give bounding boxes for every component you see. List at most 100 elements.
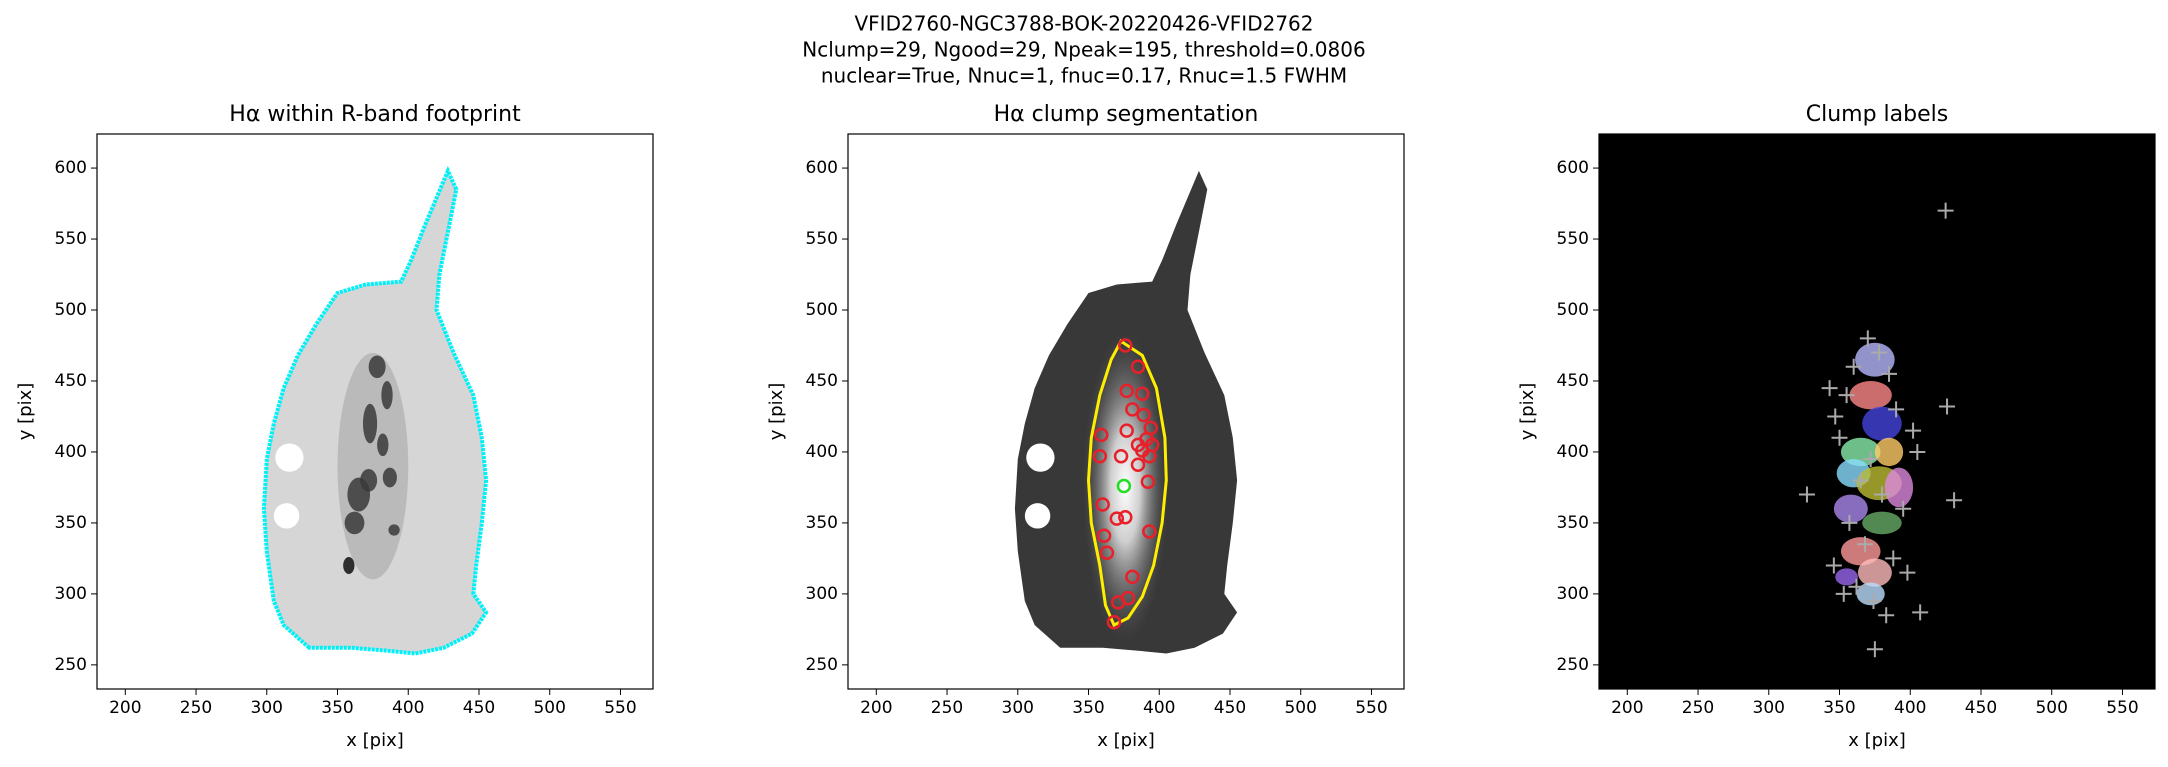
clump-marker — [1130, 359, 1146, 375]
x-tick-label: 350 — [1072, 698, 1104, 718]
clump-marker — [1093, 427, 1109, 443]
x-tick-label: 250 — [180, 698, 212, 718]
peak-marker — [1831, 429, 1848, 446]
clump-marker — [1136, 407, 1151, 423]
clump-marker — [1142, 524, 1157, 539]
y-tick-label: 250 — [806, 655, 838, 675]
peak-marker — [1845, 358, 1862, 375]
peak-marker — [1912, 604, 1929, 621]
peak-marker — [1905, 422, 1922, 439]
clump-marker — [1118, 338, 1133, 353]
x-axis-label: x [pix] — [1097, 730, 1155, 751]
image — [1599, 134, 2155, 689]
peak-marker — [1899, 564, 1916, 581]
emission — [362, 403, 378, 444]
clump-marker — [1140, 474, 1156, 490]
label-region — [1833, 494, 1868, 523]
label-region — [1857, 558, 1892, 587]
label-region — [1862, 511, 1902, 535]
y-tick-label: 250 — [1557, 655, 1589, 675]
y-tick-label: 550 — [55, 229, 87, 249]
y-tick-label: 550 — [806, 229, 838, 249]
x-tick-label: 450 — [1214, 698, 1246, 718]
y-axis-label: y [pix] — [1517, 383, 1538, 441]
mask-hole — [273, 503, 300, 529]
peak-marker — [1865, 592, 1882, 609]
peak-marker — [1848, 578, 1865, 595]
clump-marker — [1092, 448, 1108, 464]
clump-marker — [1099, 545, 1115, 560]
axes-frame — [847, 133, 1405, 690]
x-tick-label: 300 — [251, 698, 283, 718]
x-tick-label: 400 — [1143, 698, 1175, 718]
peak-marker — [1871, 344, 1888, 361]
y-tick-label: 450 — [1557, 371, 1589, 391]
y-tick-label: 350 — [55, 513, 87, 533]
emission — [337, 352, 409, 580]
mask-hole — [1026, 443, 1055, 472]
y-axis-label: y [pix] — [15, 383, 36, 441]
emission — [377, 433, 389, 457]
emission — [381, 381, 393, 410]
glow — [1082, 331, 1168, 644]
image — [848, 134, 1404, 689]
panel: 200 250 300 350 400 450 500 550 250 300 350 400 450 5… — [766, 102, 1405, 751]
x-tick-label: 450 — [1965, 698, 1997, 718]
x-tick-label: 400 — [392, 698, 424, 718]
emission — [368, 355, 386, 379]
x-tick-label: 350 — [321, 698, 353, 718]
panel: 200 250 300 350 400 450 500 550 250 300 350 400 450 5… — [1517, 102, 2156, 751]
clump-marker — [1142, 448, 1157, 464]
peak-marker — [1885, 550, 1902, 567]
x-axis-label: x [pix] — [346, 730, 404, 751]
panel: 200 250 300 350 400 450 500 550 250 300 350 400 450 5… — [15, 102, 654, 751]
y-tick-label: 450 — [806, 371, 838, 391]
suptitle: Nclump=29, Ngood=29, Npeak=195, threshol… — [802, 38, 1365, 62]
y-tick-label: 300 — [806, 584, 838, 604]
peak-marker — [1881, 365, 1898, 382]
suptitle: nuclear=True, Nnuc=1, fnuc=0.17, Rnuc=1.… — [821, 64, 1347, 88]
peak-marker — [1821, 380, 1838, 397]
y-tick-label: 350 — [806, 513, 838, 533]
clump-marker — [1135, 386, 1150, 402]
label-region — [1862, 406, 1902, 441]
peak-marker — [1856, 536, 1873, 553]
y-tick-label: 400 — [806, 442, 838, 462]
x-tick-label: 550 — [604, 698, 636, 718]
x-tick-label: 550 — [1355, 698, 1387, 718]
emission — [388, 524, 400, 536]
mask-hole — [275, 443, 304, 472]
y-tick-label: 600 — [1557, 158, 1589, 178]
panel-title: Hα clump segmentation — [994, 102, 1259, 127]
peak-marker — [1873, 486, 1890, 503]
clump-marker — [1096, 528, 1112, 543]
y-tick-label: 400 — [1557, 442, 1589, 462]
panel-title: Clump labels — [1806, 102, 1948, 127]
label-region — [1849, 381, 1892, 410]
peak-marker — [1895, 500, 1912, 517]
clump-marker — [1125, 402, 1140, 417]
label-region — [1856, 582, 1885, 606]
x-tick-label: 500 — [2035, 698, 2067, 718]
y-tick-label: 500 — [1557, 300, 1589, 320]
y-axis-label: y [pix] — [766, 383, 787, 441]
clump-marker — [1130, 457, 1146, 472]
y-tick-label: 500 — [55, 300, 87, 320]
x-tick-label: 350 — [1823, 698, 1855, 718]
label-region — [1835, 568, 1858, 586]
y-tick-label: 300 — [55, 584, 87, 604]
emission — [343, 557, 355, 574]
x-tick-label: 400 — [1894, 698, 1926, 718]
clump-marker — [1113, 448, 1129, 464]
clump-marker — [1119, 423, 1134, 438]
clump-marker — [1106, 615, 1122, 630]
panel-title: Hα within R-band footprint — [229, 102, 521, 127]
suptitle: VFID2760-NGC3788-BOK-20220426-VFID2762 — [855, 12, 1314, 36]
y-tick-label: 350 — [1557, 513, 1589, 533]
x-tick-label: 250 — [1682, 698, 1714, 718]
label-region — [1884, 467, 1914, 508]
x-tick-label: 300 — [1753, 698, 1785, 718]
clump-marker — [1109, 511, 1125, 526]
image — [97, 134, 653, 689]
x-tick-label: 450 — [463, 698, 495, 718]
